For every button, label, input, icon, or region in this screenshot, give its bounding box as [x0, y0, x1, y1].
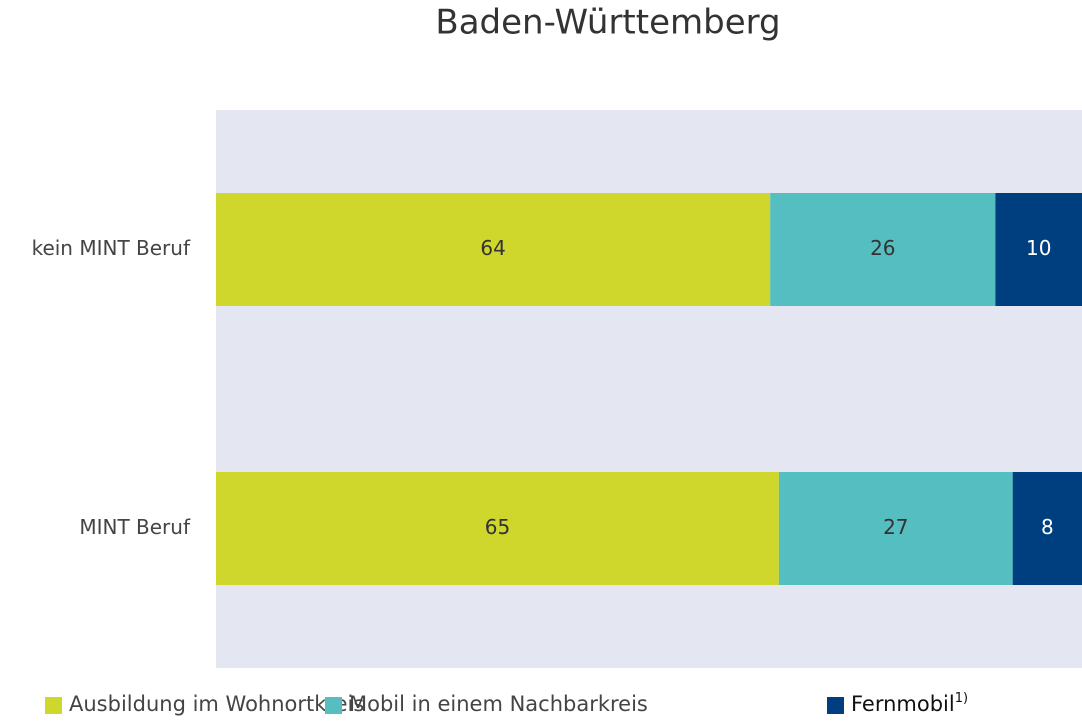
legend-label: Fernmobil1) — [851, 691, 968, 717]
legend-swatch — [325, 697, 342, 714]
bar-segment — [770, 193, 996, 306]
legend-text: Ausbildung im Wohnortkreis — [69, 692, 364, 716]
bar-segment — [778, 472, 1013, 585]
legend-text: Fernmobil — [851, 692, 955, 716]
data-label: 65 — [485, 515, 510, 539]
legend-superscript: 1) — [955, 691, 968, 706]
bar-segment — [1012, 472, 1082, 585]
legend-label: Mobil in einem Nachbarkreis — [349, 692, 648, 716]
y-tick-label: kein MINT Beruf — [32, 236, 191, 260]
data-label: 26 — [870, 236, 895, 260]
bar-segment — [216, 472, 779, 585]
bar-segment — [995, 193, 1082, 306]
data-label: 27 — [883, 515, 908, 539]
legend-label: Ausbildung im Wohnortkreis — [69, 692, 364, 716]
legend-text: Mobil in einem Nachbarkreis — [349, 692, 648, 716]
legend-swatch — [827, 697, 844, 714]
y-tick-label: MINT Beruf — [79, 515, 191, 539]
data-label: 8 — [1041, 515, 1054, 539]
legend-swatch — [45, 697, 62, 714]
bar-segment — [216, 193, 771, 306]
data-label: 10 — [1026, 236, 1051, 260]
chart-title: Baden-Württemberg — [435, 3, 780, 43]
data-label: 64 — [480, 236, 505, 260]
